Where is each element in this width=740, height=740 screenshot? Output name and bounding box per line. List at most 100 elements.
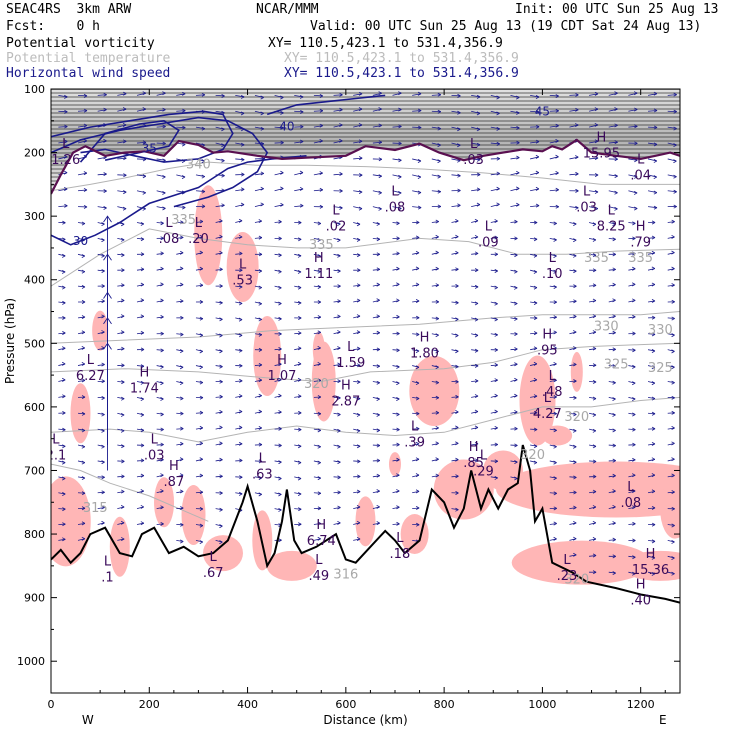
wind-vector-head <box>455 425 459 430</box>
extremum-value: .48 <box>542 385 563 400</box>
wind-vector-head <box>62 507 66 512</box>
extremum-type: H <box>596 130 606 145</box>
wind-vector-head <box>81 444 86 449</box>
wind-vector-head <box>239 378 243 383</box>
wind-contour-30 <box>51 155 307 246</box>
wind-vector-head <box>437 189 441 194</box>
wind-vector <box>215 268 223 271</box>
wind-vector-head <box>494 332 498 337</box>
wind-vector-head <box>278 253 282 258</box>
wind-vector-head <box>298 522 302 527</box>
wind-vector-head <box>671 395 675 400</box>
extremum-type: L <box>195 216 203 231</box>
wind-vector-head <box>533 331 538 336</box>
wind-vector-head <box>651 220 656 225</box>
wind-vector <box>97 109 107 112</box>
wind-vector-head <box>101 238 105 243</box>
wind-vector-head <box>514 362 518 367</box>
wind-vector-head <box>260 141 265 146</box>
wind-vector-head <box>140 521 145 526</box>
wind-vector-head <box>671 349 675 354</box>
wind-vector-head <box>592 380 597 384</box>
wind-vector-head <box>634 141 638 146</box>
wind-vector-head <box>671 540 675 544</box>
wind-vector-head <box>651 365 656 370</box>
wind-vector <box>392 349 400 351</box>
wind-vector-head <box>357 363 361 368</box>
wind-vector-head <box>140 380 145 385</box>
extremum-value: 15.95 <box>583 146 620 161</box>
wind-vector-head <box>514 236 518 241</box>
wind-vector <box>97 206 107 209</box>
wind-vector-head <box>671 250 675 255</box>
wind-vector-head <box>297 377 302 382</box>
wind-vector <box>530 94 540 98</box>
wind-vector-head <box>398 206 402 211</box>
wind-vector-head <box>573 475 577 480</box>
wind-vector <box>294 110 304 113</box>
wind-vector-head <box>221 158 225 163</box>
wind-vector-head <box>297 300 302 305</box>
extremum-value: .87 <box>164 475 185 490</box>
wind-vector <box>215 475 223 478</box>
wind-vector-head <box>651 411 656 416</box>
wind-vector-head <box>415 332 420 337</box>
wind-vector-head <box>219 300 223 305</box>
wind-vector-head <box>494 378 498 383</box>
field-xy-wind: XY= 110.5,423.1 to 531.4,356.9 <box>284 66 519 81</box>
wind-vector <box>215 301 223 304</box>
wind-vector-head <box>121 444 125 449</box>
wind-vector-head <box>514 269 518 274</box>
wind-vector-head <box>553 237 557 242</box>
wind-vector-head <box>358 123 363 127</box>
wind-vector-head <box>337 395 341 400</box>
extremum-type: H <box>314 251 324 266</box>
wind-vector-head <box>179 457 184 462</box>
wind-vector-head <box>533 301 538 305</box>
wind-vector-head <box>651 349 656 353</box>
wind-vector <box>353 140 363 144</box>
wind-vector-head <box>140 330 145 335</box>
wind-vector-head <box>476 127 481 132</box>
wind-vector-head <box>297 269 302 274</box>
wind-vector-head <box>297 237 302 242</box>
wind-vector-head <box>317 221 322 226</box>
wind-vector <box>117 93 127 96</box>
wind-vector-head <box>632 221 636 226</box>
wind-vector-head <box>180 506 184 510</box>
wind-vector-head <box>632 298 636 303</box>
wind-vector-head <box>612 412 616 417</box>
wind-vector-head <box>494 269 498 273</box>
wind-vector-head <box>376 330 380 335</box>
wind-vector-head <box>219 441 223 446</box>
wind-vector <box>549 316 557 319</box>
wind-vector-head <box>435 441 439 446</box>
wind-vector-head <box>241 172 245 177</box>
wind-vector-head <box>238 491 243 496</box>
wind-vector-head <box>103 189 107 194</box>
wind-vector-head <box>356 520 361 525</box>
wind-vector-head <box>614 157 618 162</box>
wind-vector-head <box>317 460 321 465</box>
wind-vector-head <box>573 362 577 367</box>
wind-vector-head <box>278 443 282 448</box>
wind-vector <box>471 285 479 288</box>
theta-label: 316 <box>333 568 358 583</box>
wind-vector-head <box>219 349 223 354</box>
wind-vector-head <box>514 253 518 258</box>
wind-vector <box>569 476 577 478</box>
pv-region-25 <box>542 425 573 446</box>
wind-vector-head <box>376 504 380 509</box>
wind-vector-head <box>339 189 343 193</box>
wind-vector-head <box>238 425 243 430</box>
wind-vector-head <box>474 441 479 446</box>
pv-region-0 <box>194 185 223 286</box>
wind-vector-head <box>356 346 361 351</box>
extremum-value: 2.1 <box>46 448 67 463</box>
wind-label: 30 <box>73 234 88 248</box>
wind-vector-head <box>258 285 262 290</box>
wind-vector-head <box>633 174 638 179</box>
wind-vector-head <box>64 94 68 99</box>
extremum-type: L <box>239 258 247 273</box>
wind-vector-head <box>376 222 380 226</box>
